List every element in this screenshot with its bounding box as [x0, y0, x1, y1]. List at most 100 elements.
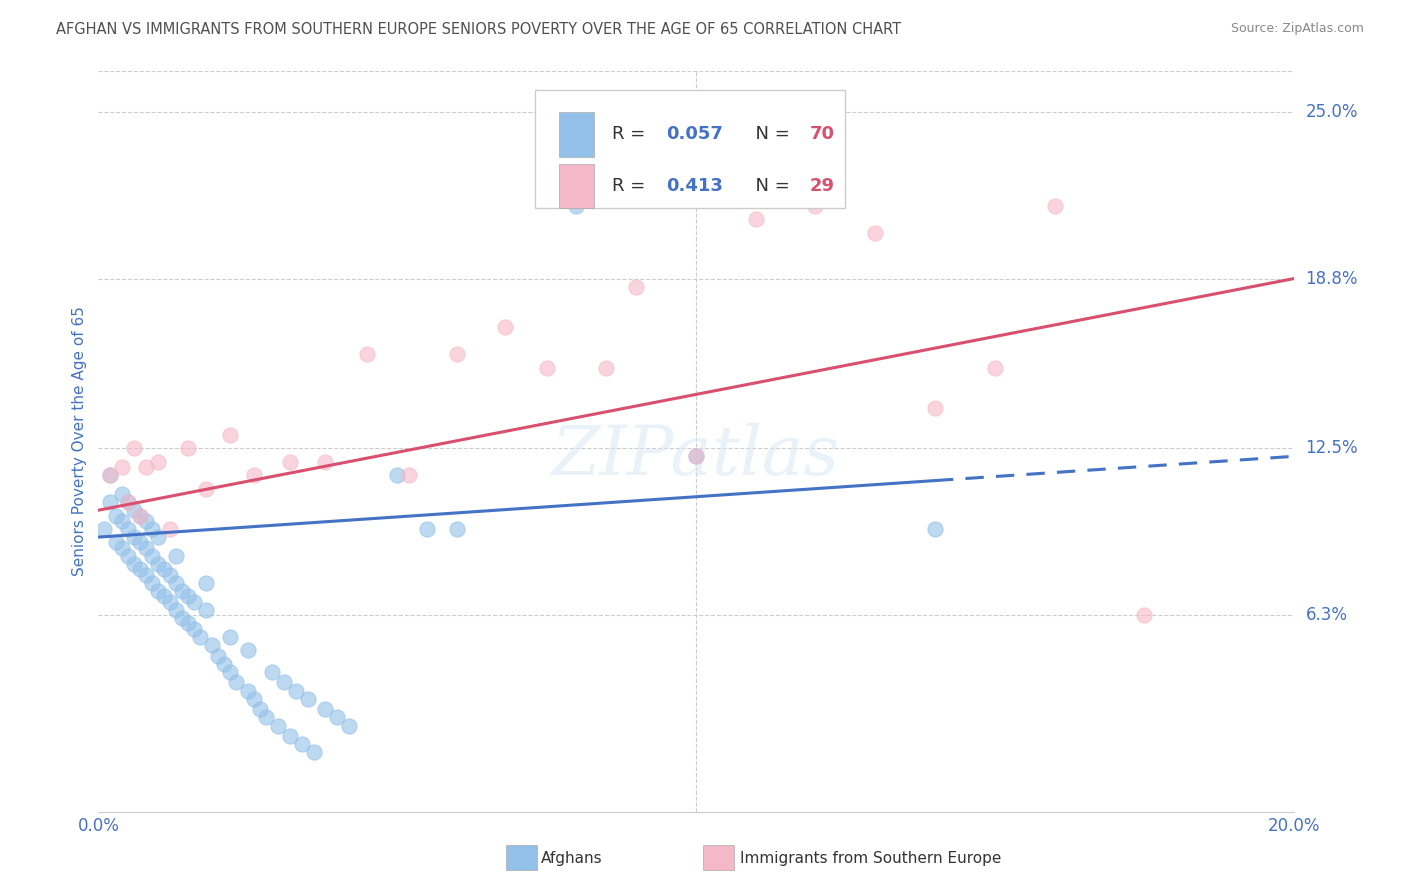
Point — [924, 522, 946, 536]
Text: Immigrants from Southern Europe: Immigrants from Southern Europe — [740, 851, 1001, 865]
Point — [494, 320, 516, 334]
Point — [212, 657, 235, 671]
Text: 0.057: 0.057 — [666, 125, 723, 144]
Text: N =: N = — [744, 125, 790, 144]
Point — [159, 595, 181, 609]
Point — [153, 562, 176, 576]
Point — [1043, 199, 1066, 213]
Text: Afghans: Afghans — [541, 851, 603, 865]
Point — [219, 427, 242, 442]
Point — [111, 541, 134, 555]
Point — [685, 450, 707, 464]
Point — [446, 522, 468, 536]
Point — [207, 648, 229, 663]
Point — [254, 710, 277, 724]
Point — [111, 460, 134, 475]
Point — [111, 514, 134, 528]
Point — [172, 611, 194, 625]
Point — [183, 595, 205, 609]
Point — [124, 442, 146, 456]
FancyBboxPatch shape — [534, 90, 845, 209]
Point — [183, 622, 205, 636]
Text: Source: ZipAtlas.com: Source: ZipAtlas.com — [1230, 22, 1364, 36]
Point — [117, 522, 139, 536]
Text: 70: 70 — [810, 125, 835, 144]
Point — [177, 442, 200, 456]
Point — [141, 522, 163, 536]
Text: 18.8%: 18.8% — [1305, 269, 1358, 287]
Point — [595, 360, 617, 375]
Point — [124, 557, 146, 571]
Point — [278, 729, 301, 743]
Text: N =: N = — [744, 178, 790, 195]
Text: AFGHAN VS IMMIGRANTS FROM SOUTHERN EUROPE SENIORS POVERTY OVER THE AGE OF 65 COR: AFGHAN VS IMMIGRANTS FROM SOUTHERN EUROP… — [56, 22, 901, 37]
Point — [148, 530, 170, 544]
Point — [416, 522, 439, 536]
Point — [153, 590, 176, 604]
Text: 6.3%: 6.3% — [1305, 607, 1347, 624]
Point — [290, 738, 312, 752]
Text: R =: R = — [613, 125, 651, 144]
Text: 25.0%: 25.0% — [1305, 103, 1358, 120]
Point — [148, 455, 170, 469]
Point — [135, 541, 157, 555]
Y-axis label: Seniors Poverty Over the Age of 65: Seniors Poverty Over the Age of 65 — [72, 307, 87, 576]
Point — [194, 482, 218, 496]
Text: 0.413: 0.413 — [666, 178, 723, 195]
Point — [135, 460, 157, 475]
Point — [105, 535, 128, 549]
Point — [243, 691, 266, 706]
Point — [124, 530, 146, 544]
Point — [188, 630, 211, 644]
Point — [159, 522, 181, 536]
Point — [172, 584, 194, 599]
Point — [129, 508, 152, 523]
Point — [194, 603, 218, 617]
Point — [273, 675, 295, 690]
Point — [135, 514, 157, 528]
Point — [141, 575, 163, 590]
Point — [284, 683, 307, 698]
Point — [536, 360, 558, 375]
Point — [117, 549, 139, 563]
Point — [201, 638, 224, 652]
Point — [219, 630, 242, 644]
Point — [326, 710, 349, 724]
Text: 29: 29 — [810, 178, 835, 195]
Point — [339, 718, 360, 732]
Point — [236, 683, 259, 698]
Point — [243, 468, 266, 483]
Point — [117, 495, 139, 509]
Point — [356, 347, 378, 361]
Point — [177, 590, 200, 604]
Point — [624, 279, 647, 293]
FancyBboxPatch shape — [558, 112, 595, 156]
Point — [249, 702, 271, 716]
Point — [117, 495, 139, 509]
Point — [98, 468, 122, 483]
Point — [219, 665, 242, 679]
Point — [105, 508, 128, 523]
Point — [398, 468, 420, 483]
Point — [111, 487, 134, 501]
Point — [315, 455, 337, 469]
Point — [135, 567, 157, 582]
Point — [98, 495, 122, 509]
Point — [260, 665, 283, 679]
Point — [225, 675, 247, 690]
Point — [446, 347, 468, 361]
Point — [745, 212, 768, 227]
Text: ZIPatlas: ZIPatlas — [553, 423, 839, 490]
Point — [302, 746, 325, 760]
Point — [685, 450, 707, 464]
Text: R =: R = — [613, 178, 651, 195]
Point — [924, 401, 946, 415]
Point — [1133, 608, 1156, 623]
Point — [148, 584, 170, 599]
Point — [236, 643, 259, 657]
Point — [129, 562, 152, 576]
Point — [165, 603, 187, 617]
Point — [124, 503, 146, 517]
Point — [165, 549, 187, 563]
Point — [315, 702, 337, 716]
